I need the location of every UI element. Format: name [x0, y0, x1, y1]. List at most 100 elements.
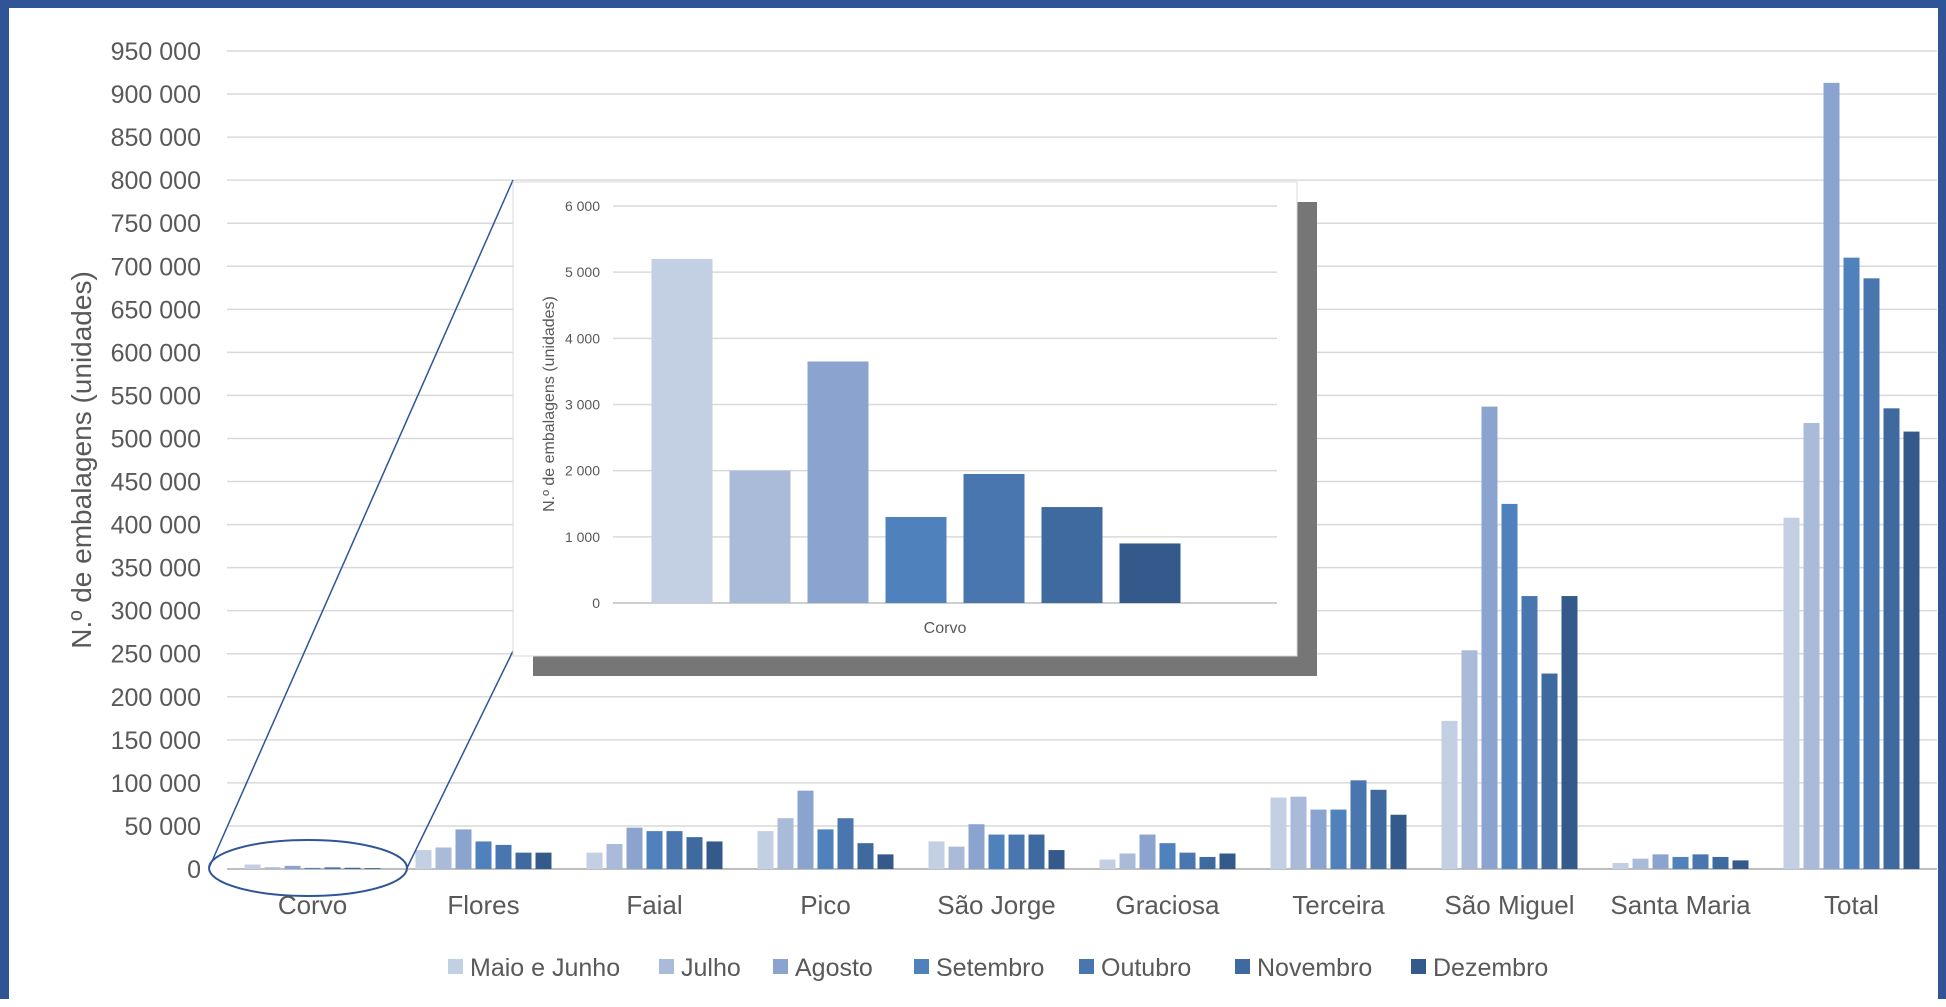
bar-faial-outubro [666, 831, 683, 869]
bar-santa-maria-novembro [1712, 856, 1729, 869]
inset-bar-maio-e-junho [651, 258, 713, 603]
inset-bar-dezembro [1119, 543, 1181, 603]
bar-sao-miguel-novembro [1541, 673, 1558, 869]
inset-y-tick-label: 2 000 [565, 463, 600, 479]
bar-santa-maria-maio-e-junho [1612, 862, 1629, 869]
bar-corvo-setembro [304, 867, 321, 869]
bars [244, 82, 1920, 870]
bar-graciosa-dezembro [1219, 853, 1236, 869]
bar-graciosa-maio-e-junho [1099, 859, 1116, 869]
bar-faial-dezembro [706, 841, 723, 869]
gridlines: 0 50 000 100 000 150 000 200 000 250 000 300 0… [111, 38, 1937, 884]
category-label-total: Total [1824, 890, 1879, 920]
inset-y-tick-label: 6 000 [565, 198, 600, 214]
category-label-faial: Faial [626, 890, 682, 920]
y-tick-label: 800 000 [111, 167, 201, 195]
y-tick-label: 500 000 [111, 425, 201, 453]
bar-graciosa-julho [1119, 853, 1136, 869]
bar-total-agosto [1823, 82, 1840, 869]
inset-y-tick-label: 5 000 [565, 264, 600, 280]
y-axis-label: N.º de embalagens (unidades) [66, 271, 97, 649]
legend-swatch-maio-e-junho [448, 959, 463, 974]
bar-pico-outubro [837, 818, 854, 869]
bar-sao-jorge-outubro [1008, 834, 1025, 869]
legend-label-dezembro: Dezembro [1433, 954, 1548, 982]
legend-label-setembro: Setembro [936, 954, 1044, 982]
bar-terceira-outubro [1350, 780, 1367, 869]
bar-total-dezembro [1903, 431, 1920, 869]
bar-sao-jorge-agosto [968, 824, 985, 869]
bar-flores-agosto [455, 829, 472, 869]
bar-terceira-dezembro [1390, 814, 1407, 869]
bar-graciosa-outubro [1179, 852, 1196, 869]
bar-faial-novembro [686, 837, 703, 869]
bar-total-maio-e-junho [1783, 517, 1800, 869]
y-tick-label: 750 000 [111, 210, 201, 238]
bar-terceira-setembro [1330, 809, 1347, 869]
y-tick-label: 850 000 [111, 124, 201, 152]
bar-pico-maio-e-junho [757, 831, 774, 869]
bar-corvo-outubro [324, 867, 341, 869]
bar-terceira-novembro [1370, 789, 1387, 869]
bar-total-outubro [1863, 278, 1880, 870]
inset-y-tick-label: 4 000 [565, 330, 600, 346]
bar-sao-jorge-novembro [1028, 834, 1045, 869]
y-tick-label: 150 000 [111, 727, 201, 755]
bar-santa-maria-outubro [1692, 854, 1709, 869]
bar-sao-miguel-dezembro [1561, 596, 1578, 869]
inset-bar-setembro [885, 516, 947, 603]
legend-label-outubro: Outubro [1101, 954, 1191, 982]
zoom-connector-line [406, 650, 514, 869]
y-tick-label: 300 000 [111, 598, 201, 626]
bar-sao-miguel-maio-e-junho [1441, 720, 1458, 869]
bar-faial-setembro [646, 831, 663, 869]
bar-sao-miguel-setembro [1501, 503, 1518, 869]
legend: Maio e Junho Julho Agosto Setembro Outubro No… [448, 954, 1548, 982]
inset-category-label: Corvo [924, 620, 967, 637]
bar-graciosa-agosto [1139, 834, 1156, 869]
y-tick-label: 450 000 [111, 469, 201, 497]
category-label-graciosa: Graciosa [1115, 890, 1220, 920]
y-tick-label: 50 000 [125, 813, 201, 841]
bar-graciosa-setembro [1159, 843, 1176, 869]
y-tick-label: 100 000 [111, 770, 201, 798]
bar-flores-julho [435, 847, 452, 869]
bar-terceira-maio-e-junho [1270, 797, 1287, 869]
bar-total-julho [1803, 422, 1820, 869]
bar-santa-maria-agosto [1652, 854, 1669, 869]
bar-corvo-maio-e-junho [244, 864, 261, 869]
inset-y-tick-label: 1 000 [565, 529, 600, 545]
category-label-sao-miguel: São Miguel [1444, 890, 1574, 920]
y-tick-label: 600 000 [111, 339, 201, 367]
bar-faial-agosto [626, 827, 643, 869]
bar-sao-jorge-setembro [988, 834, 1005, 869]
main-bar-chart: 0 50 000 100 000 150 000 200 000 250 000 300 0… [66, 38, 1937, 982]
inset-bar-julho [729, 470, 791, 603]
bar-flores-novembro [515, 852, 532, 869]
bar-santa-maria-setembro [1672, 856, 1689, 869]
bar-sao-miguel-outubro [1521, 596, 1538, 869]
inset-bar-outubro [963, 473, 1025, 603]
bar-corvo-agosto [284, 865, 301, 869]
y-tick-label: 650 000 [111, 296, 201, 324]
legend-label-maio-e-junho: Maio e Junho [470, 954, 620, 982]
zoom-callout [208, 179, 514, 897]
bar-flores-setembro [475, 841, 492, 869]
y-tick-label: 200 000 [111, 684, 201, 712]
bar-pico-julho [777, 818, 794, 869]
bar-sao-miguel-julho [1461, 650, 1478, 869]
bar-santa-maria-dezembro [1732, 860, 1749, 869]
legend-label-julho: Julho [681, 954, 741, 982]
y-tick-label: 350 000 [111, 555, 201, 583]
category-label-sao-jorge: São Jorge [937, 890, 1056, 920]
legend-label-agosto: Agosto [795, 954, 873, 982]
bar-flores-maio-e-junho [415, 850, 432, 869]
bar-terceira-julho [1290, 796, 1307, 869]
inset-chart: 0 1 000 2 000 3 000 4 000 5 000 6 000 N.º de em… [512, 181, 1317, 676]
bar-faial-maio-e-junho [586, 852, 603, 869]
bar-total-setembro [1843, 257, 1860, 869]
bar-corvo-novembro [344, 867, 361, 869]
bar-sao-jorge-julho [948, 846, 965, 869]
bar-corvo-dezembro [364, 868, 381, 869]
